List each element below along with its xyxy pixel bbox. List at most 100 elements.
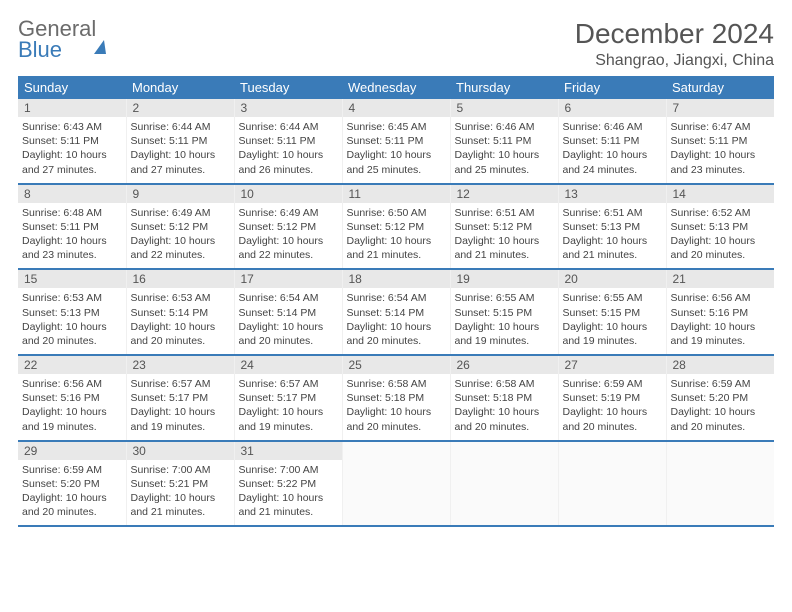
calendar-body: 1 Sunrise: 6:43 AM Sunset: 5:11 PM Daylight… [18, 99, 774, 526]
calendar-cell: 2Sunrise: 6:44 AMSunset: 5:11 PMDaylight… [126, 99, 234, 184]
daylight-line: Daylight: 10 hours and 22 minutes. [131, 235, 216, 261]
day-number: 19 [451, 270, 558, 288]
weekday-header: Sunday [18, 76, 126, 99]
sunset-line: Sunset: 5:11 PM [671, 135, 748, 147]
day-details: Sunrise: 6:51 AMSunset: 5:12 PMDaylight:… [451, 203, 558, 269]
location-subtitle: Shangrao, Jiangxi, China [575, 52, 774, 70]
calendar-cell: 1Sunrise: 6:43 AMSunset: 5:11 PMDaylight… [18, 99, 126, 184]
day-number: 7 [667, 99, 775, 117]
sunrise-line: Sunrise: 6:46 AM [455, 121, 535, 133]
page-header: General Blue December 2024 Shangrao, Jia… [18, 18, 774, 70]
calendar-cell: 9Sunrise: 6:49 AMSunset: 5:12 PMDaylight… [126, 184, 234, 270]
day-details: Sunrise: 6:46 AMSunset: 5:11 PMDaylight:… [451, 117, 558, 183]
daylight-line: Daylight: 10 hours and 20 minutes. [22, 492, 107, 518]
day-details: Sunrise: 6:57 AMSunset: 5:17 PMDaylight:… [127, 374, 234, 440]
sunrise-line: Sunrise: 6:53 AM [131, 292, 211, 304]
sunrise-line: Sunrise: 6:54 AM [347, 292, 427, 304]
day-details: Sunrise: 6:49 AM Sunset: 5:12 PM Daylight:… [235, 203, 342, 269]
daylight-line: Daylight: 10 hours and 21 minutes. [347, 235, 432, 261]
calendar-cell: .. [558, 441, 666, 527]
daylight-line: Daylight: 10 hours and 22 minutes. [239, 235, 324, 261]
day-details: Sunrise: 6:43 AMSunset: 5:11 PMDaylight:… [18, 117, 126, 183]
sunrise-line: Sunrise: 6:49 AM [239, 207, 319, 219]
daylight-line: Daylight: 10 hours and 21 minutes. [239, 492, 324, 518]
calendar-cell: 15Sunrise: 6:53 AMSunset: 5:13 PMDayligh… [18, 269, 126, 355]
calendar-cell: 18Sunrise: 6:54 AMSunset: 5:14 PMDayligh… [342, 269, 450, 355]
brand-logo: General Blue [18, 18, 106, 61]
day-number: 6 [559, 99, 666, 117]
day-number: 26 [451, 356, 558, 374]
daylight-line: Daylight: 10 hours and 20 minutes. [671, 235, 756, 261]
weekday-header: Friday [558, 76, 666, 99]
calendar-table: Sunday Monday Tuesday Wednesday Thursday… [18, 76, 774, 527]
sunset-line: Sunset: 5:21 PM [131, 478, 209, 490]
daylight-line: Daylight: 10 hours and 19 minutes. [239, 406, 324, 432]
calendar-cell: 3Sunrise: 6:44 AMSunset: 5:11 PMDaylight… [234, 99, 342, 184]
sunrise-line: Sunrise: 6:59 AM [563, 378, 643, 390]
calendar-row: 15 Sunrise: 6:53 AM Sunset: 5:13 PM Dayligh… [18, 269, 774, 355]
daylight-line: Daylight: 10 hours and 26 minutes. [239, 149, 324, 175]
day-number: 3 [235, 99, 342, 117]
day-details: Sunrise: 7:00 AMSunset: 5:22 PMDaylight:… [235, 460, 342, 526]
title-block: December 2024 Shangrao, Jiangxi, China [575, 18, 774, 70]
sunset-line: Sunset: 5:15 PM [563, 307, 641, 319]
day-number: 15 [18, 270, 126, 288]
month-title: December 2024 [575, 18, 774, 50]
weekday-header: Thursday [450, 76, 558, 99]
calendar-cell: 10Sunrise: 6:49 AMSunset: 5:12 PMDayligh… [234, 184, 342, 270]
calendar-cell: 6Sunrise: 6:46 AMSunset: 5:11 PMDaylight… [558, 99, 666, 184]
sunrise-line: Sunrise: 6:50 AM [347, 207, 427, 219]
sunrise-line: Sunrise: 6:51 AM [563, 207, 643, 219]
sunrise-line: Sunrise: 6:51 AM [455, 207, 535, 219]
daylight-line: Daylight: 10 hours and 20 minutes. [239, 321, 324, 347]
day-details: Sunrise: 6:44 AMSunset: 5:11 PMDaylight:… [127, 117, 234, 183]
sunset-line: Sunset: 5:12 PM [455, 221, 533, 233]
day-number: 29 [18, 442, 126, 460]
day-details: Sunrise: 6:45 AMSunset: 5:11 PMDaylight:… [343, 117, 450, 183]
day-details: Sunrise: 6:57 AMSunset: 5:17 PMDaylight:… [235, 374, 342, 440]
sunset-line: Sunset: 5:15 PM [455, 307, 533, 319]
day-number: 21 [667, 270, 775, 288]
sunset-line: Sunset: 5:11 PM [22, 135, 99, 147]
daylight-line: Daylight: 10 hours and 25 minutes. [455, 149, 540, 175]
daylight-line: Daylight: 10 hours and 19 minutes. [131, 406, 216, 432]
calendar-cell: 31Sunrise: 7:00 AMSunset: 5:22 PMDayligh… [234, 441, 342, 527]
sunset-line: Sunset: 5:12 PM [239, 221, 317, 233]
day-details: Sunrise: 6:58 AMSunset: 5:18 PMDaylight:… [343, 374, 450, 440]
day-number: 1 [18, 99, 126, 117]
sunrise-line: Sunrise: 6:46 AM [563, 121, 643, 133]
daylight-line: Daylight: 10 hours and 20 minutes. [347, 321, 432, 347]
daylight-line: Daylight: 10 hours and 19 minutes. [671, 321, 756, 347]
day-number: 12 [451, 185, 558, 203]
calendar-cell: 29Sunrise: 6:59 AMSunset: 5:20 PMDayligh… [18, 441, 126, 527]
weekday-header: Saturday [666, 76, 774, 99]
sunrise-line: Sunrise: 6:47 AM [671, 121, 751, 133]
day-number: 23 [127, 356, 234, 374]
day-details: Sunrise: 6:54 AMSunset: 5:14 PMDaylight:… [235, 288, 342, 354]
day-number: 14 [667, 185, 775, 203]
sunset-line: Sunset: 5:19 PM [563, 392, 641, 404]
sunrise-line: Sunrise: 6:43 AM [22, 121, 102, 133]
sunset-line: Sunset: 5:13 PM [22, 307, 100, 319]
calendar-cell: 16Sunrise: 6:53 AMSunset: 5:14 PMDayligh… [126, 269, 234, 355]
day-number: 20 [559, 270, 666, 288]
sunset-line: Sunset: 5:12 PM [131, 221, 209, 233]
sunrise-line: Sunrise: 6:49 AM [131, 207, 211, 219]
sunrise-line: Sunrise: 6:54 AM [239, 292, 319, 304]
calendar-cell: 23Sunrise: 6:57 AMSunset: 5:17 PMDayligh… [126, 355, 234, 441]
day-number: 4 [343, 99, 450, 117]
day-number: 24 [235, 356, 342, 374]
sunrise-line: Sunrise: 6:58 AM [455, 378, 535, 390]
day-details: Sunrise: 6:56 AMSunset: 5:16 PMDaylight:… [667, 288, 775, 354]
day-number: 5 [451, 99, 558, 117]
day-details: Sunrise: 6:55 AMSunset: 5:15 PMDaylight:… [559, 288, 666, 354]
sunset-line: Sunset: 5:11 PM [347, 135, 424, 147]
calendar-cell: .. [450, 441, 558, 527]
calendar-cell: 14Sunrise: 6:52 AMSunset: 5:13 PMDayligh… [666, 184, 774, 270]
calendar-cell: 25Sunrise: 6:58 AMSunset: 5:18 PMDayligh… [342, 355, 450, 441]
sunrise-line: Sunrise: 6:44 AM [131, 121, 211, 133]
sunrise-line: Sunrise: 6:44 AM [239, 121, 319, 133]
daylight-line: Daylight: 10 hours and 20 minutes. [455, 406, 540, 432]
sunset-line: Sunset: 5:18 PM [347, 392, 425, 404]
sunrise-line: Sunrise: 7:00 AM [131, 464, 211, 476]
